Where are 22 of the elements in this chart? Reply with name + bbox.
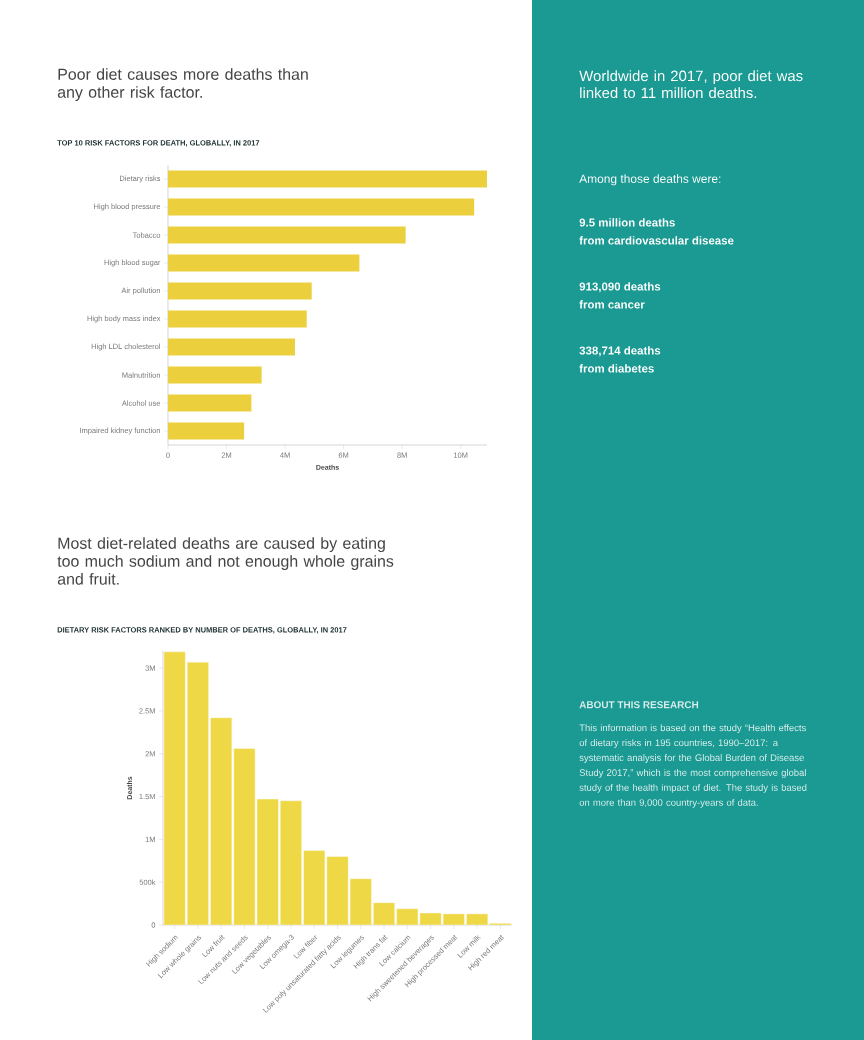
text: from cancer bbox=[579, 300, 645, 309]
chart-title: Poor diet causes more deaths than any other risk factor. bbox=[57, 68, 308, 101]
bar bbox=[168, 422, 245, 440]
bar bbox=[168, 282, 312, 300]
bar bbox=[168, 394, 252, 412]
text: ABOUT THIS RESEARCH bbox=[579, 701, 699, 709]
text: 9.5 million deaths bbox=[579, 218, 675, 227]
text: Worldwide in 2017, poor diet was linked to 11 million deaths. bbox=[579, 70, 803, 99]
text: 913,090 deaths bbox=[579, 282, 661, 293]
text: 338,714 deaths bbox=[579, 346, 661, 357]
bar bbox=[168, 254, 360, 272]
bar bbox=[168, 366, 262, 384]
bar bbox=[168, 198, 475, 216]
text: from diabetes bbox=[579, 364, 654, 373]
bar bbox=[168, 170, 487, 188]
bar bbox=[168, 310, 307, 328]
text: from cardiovascular disease bbox=[579, 236, 734, 245]
text: This information is based on the study “Health effects of dietary risks in 195 countries, 1990–2017: a systematic analysis for the Global Burden of Disease Study 2017,” which is the most comprehensive global study of the health impact of diet. The study is based on more than 9,000 country-years of data. bbox=[579, 724, 807, 808]
text: Among those deaths were: bbox=[579, 174, 721, 186]
chart-title: Most diet-related deaths are caused by eating too much sodium and not enough whole grains and fruit. bbox=[57, 537, 394, 585]
bar bbox=[168, 226, 406, 244]
bar bbox=[168, 338, 296, 356]
